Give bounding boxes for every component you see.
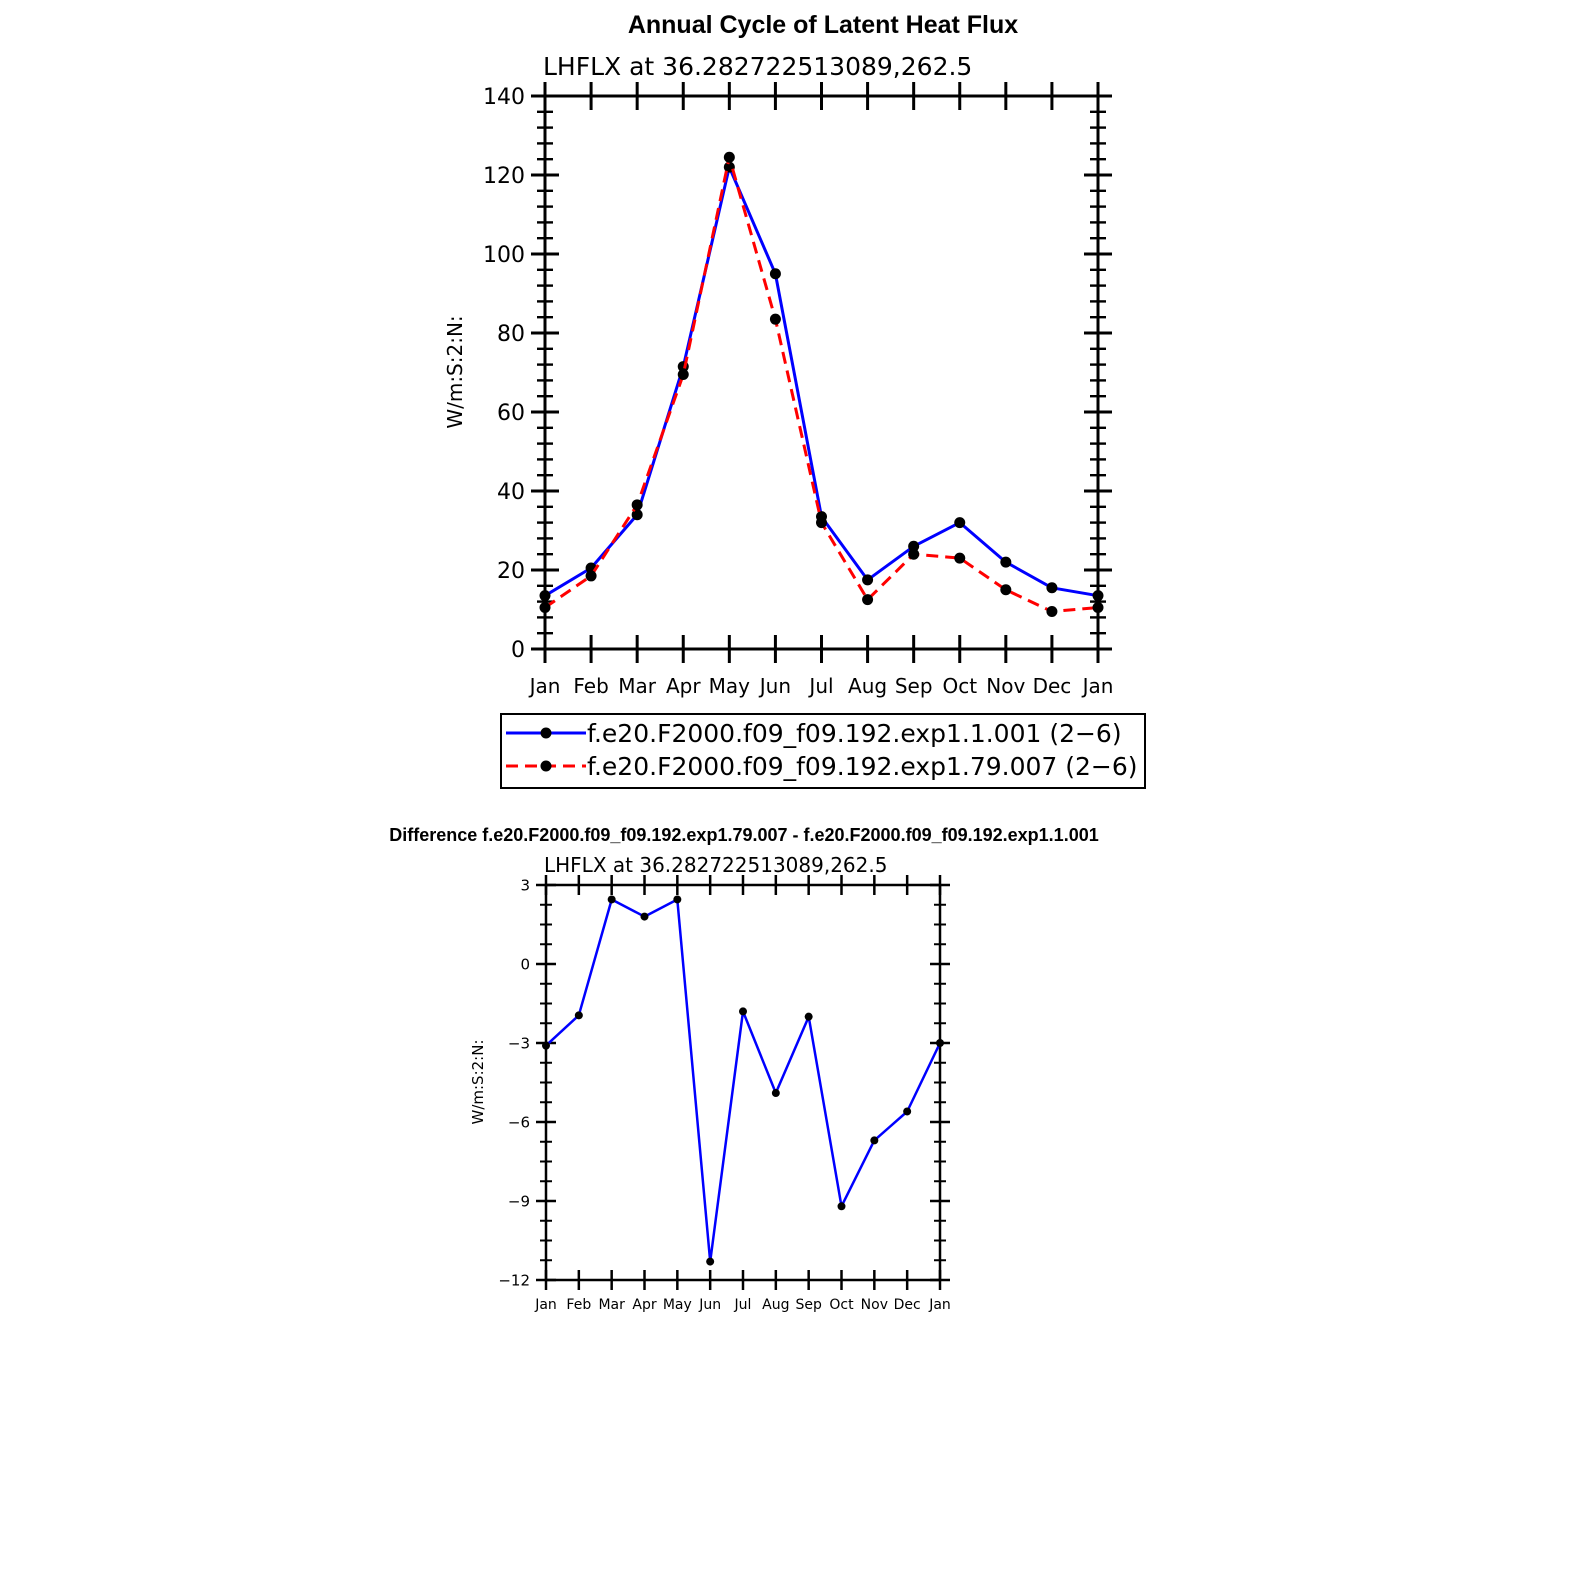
y-tick-label: 40: [497, 480, 525, 505]
legend-entry-2: f.e20.F2000.f09_f09.192.exp1.79.007 (2−6…: [587, 752, 1138, 781]
series-line-2: [544, 155, 1099, 613]
x-tick-label: Mar: [618, 674, 657, 698]
y-tick-label: 120: [483, 164, 525, 189]
x-tick-label: Feb: [566, 1297, 591, 1313]
series-2-point: [954, 552, 966, 564]
series-1-point: [706, 1257, 715, 1266]
legend-marker-2: [540, 760, 552, 772]
x-tick-label: Dec: [1033, 674, 1072, 698]
y-tick-label: −3: [508, 1034, 530, 1052]
x-tick-label: Jul: [807, 674, 833, 698]
chart-2: Difference f.e20.F2000.f09_f09.192.exp1.…: [389, 825, 1098, 1313]
x-tick-label: Nov: [986, 674, 1025, 698]
series-2-point: [723, 151, 735, 163]
series-2-point: [1046, 605, 1058, 617]
x-tick-label: Jul: [734, 1297, 752, 1313]
series-2-point: [585, 570, 597, 582]
series-2-point: [539, 602, 551, 614]
series-1-point: [1046, 582, 1058, 594]
x-tick-label: Oct: [942, 674, 977, 698]
series-1-point: [1092, 590, 1104, 602]
y-axis-label: W/m:S:2:N:: [443, 315, 467, 428]
x-tick-label: Dec: [894, 1297, 921, 1313]
series-2-point: [816, 517, 827, 529]
x-tick-label: Aug: [848, 674, 887, 698]
series-1-point: [607, 895, 616, 904]
series-1-point: [804, 1012, 813, 1021]
series-1-point: [837, 1202, 846, 1211]
x-tick-label: Nov: [861, 1297, 888, 1313]
series-2-point: [1000, 584, 1012, 596]
series-1-point: [640, 912, 649, 921]
y-tick-label: −9: [508, 1192, 530, 1210]
series-1-point: [862, 574, 874, 586]
x-tick-label: Apr: [666, 674, 701, 698]
series-2-point: [769, 313, 781, 325]
y-tick-label: 80: [497, 322, 525, 347]
series-1-point: [574, 1011, 583, 1020]
x-tick-label: Feb: [573, 674, 608, 698]
series-1-point: [936, 1039, 944, 1047]
series-2-point: [631, 499, 643, 511]
x-tick-label: May: [663, 1297, 692, 1313]
series-1-point: [1000, 556, 1012, 568]
x-tick-label: Apr: [632, 1297, 656, 1313]
y-tick-label: −6: [508, 1113, 530, 1131]
series-line-1: [545, 898, 942, 1263]
series-1-point: [908, 540, 920, 552]
x-tick-label: Aug: [762, 1297, 789, 1313]
y-tick-label: −12: [498, 1271, 530, 1289]
chart-1: Annual Cycle of Latent Heat Flux LHFLX at…: [443, 11, 1146, 789]
series-2-point: [862, 594, 874, 606]
x-tick-label: Jan: [534, 1297, 557, 1313]
series-2-point: [1092, 602, 1104, 614]
series-1-point: [739, 1007, 747, 1016]
y-tick-label: 140: [483, 85, 525, 110]
plot-frame: [544, 883, 942, 1282]
series-1-point: [539, 590, 551, 602]
x-tick-label: Jun: [698, 1297, 721, 1313]
x-tick-label: Sep: [895, 674, 933, 698]
x-tick-label: Sep: [795, 1297, 822, 1313]
series-2-point: [908, 548, 920, 560]
x-tick-label: Jan: [528, 674, 561, 698]
x-tick-label: Mar: [598, 1297, 625, 1313]
chart-subtitle: LHFLX at 36.282722513089,262.5: [544, 853, 887, 877]
series-1-point: [903, 1107, 912, 1116]
series-1-point: [954, 517, 966, 529]
x-tick-label: Jan: [1081, 674, 1114, 698]
x-tick-label: May: [709, 674, 751, 698]
x-tick-label: Oct: [829, 1297, 854, 1313]
y-tick-label: 0: [511, 638, 525, 663]
y-tick-label: 0: [520, 955, 530, 973]
y-tick-label: 3: [520, 876, 530, 894]
series-1-point: [542, 1041, 550, 1050]
x-tick-label: Jan: [928, 1297, 951, 1313]
series-line-1: [544, 165, 1099, 598]
series-1-point: [870, 1136, 879, 1145]
y-axis-label: W/m:S:2:N:: [469, 1040, 487, 1125]
chart-title: Difference f.e20.F2000.f09_f09.192.exp1.…: [389, 825, 1098, 845]
series-1-point: [769, 268, 781, 280]
series-1-point: [673, 895, 682, 904]
chart-subtitle: LHFLX at 36.282722513089,262.5: [543, 52, 972, 81]
legend-box: [500, 713, 1146, 789]
y-tick-label: 20: [497, 559, 525, 584]
x-tick-label: Jun: [758, 674, 791, 698]
series-1-point: [631, 509, 643, 521]
legend-marker-1: [540, 727, 552, 739]
series-1-point: [771, 1089, 780, 1098]
series-2-point: [677, 368, 689, 380]
y-tick-label: 100: [483, 243, 525, 268]
legend-entry-1: f.e20.F2000.f09_f09.192.exp1.1.001 (2−6): [587, 719, 1122, 748]
y-tick-label: 60: [497, 401, 525, 426]
chart-title: Annual Cycle of Latent Heat Flux: [628, 11, 1018, 39]
